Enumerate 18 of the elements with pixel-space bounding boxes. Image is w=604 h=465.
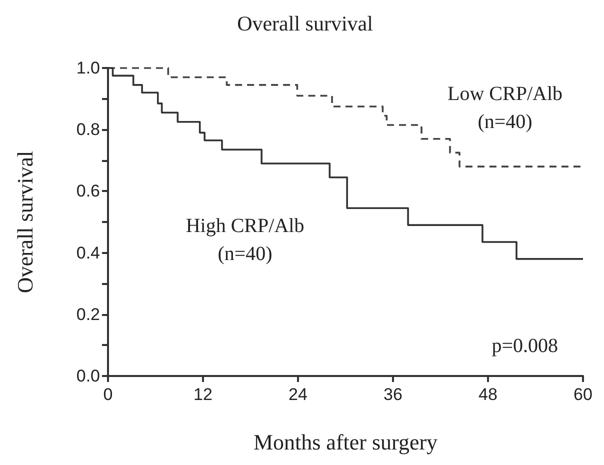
x-tick-label: 24 — [288, 385, 308, 404]
y-tick-label: 0.6 — [76, 182, 100, 201]
y-tick-label: 0.4 — [76, 243, 100, 262]
y-tick-label: 0.2 — [76, 304, 100, 324]
y-axis-title: Overall survival — [12, 150, 38, 294]
x-tick-label: 48 — [478, 385, 498, 404]
x-tick-label: 0 — [103, 385, 113, 404]
x-tick-label: 60 — [574, 385, 592, 404]
y-tick-label: 0.8 — [76, 120, 100, 140]
y-tick-label: 0.0 — [76, 366, 100, 386]
x-tick-label: 12 — [194, 385, 212, 404]
series-label: Low CRP/Alb (n=40) — [447, 83, 563, 133]
chart-title: Overall survival — [237, 12, 374, 36]
annotation: p=0.008 — [492, 335, 558, 357]
x-axis-title: Months after surgery — [253, 430, 438, 454]
y-tick-label: 1.0 — [76, 58, 100, 78]
text: High CRP/Alb (n=40) — [186, 215, 304, 265]
x-tick-label: 36 — [384, 385, 402, 404]
